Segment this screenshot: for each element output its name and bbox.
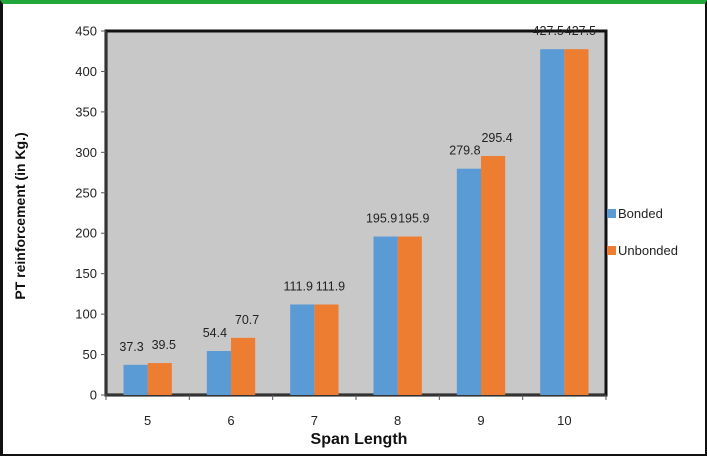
bar-unbonded (314, 304, 339, 395)
bar-chart: 0 50 100 150 200 250 300 350 400 450 5 6 7 8 9 10 37.3… (12, 24, 678, 449)
data-label: 70.7 (235, 313, 259, 327)
bar-unbonded (564, 49, 589, 395)
data-label: 295.4 (481, 131, 512, 145)
data-label: 427.5 (533, 24, 564, 38)
y-tick-label: 450 (75, 24, 97, 39)
y-axis-title: PT reinforcement (in Kg.) (12, 132, 28, 299)
data-label: 111.9 (284, 279, 313, 293)
legend: Bonded Unbonded (607, 206, 678, 258)
y-tick-label: 0 (90, 388, 97, 403)
x-tick-label: 8 (394, 413, 401, 428)
y-axis: 0 50 100 150 200 250 300 350 400 450 (75, 24, 107, 403)
y-tick-label: 100 (75, 307, 97, 322)
y-tick-label: 250 (75, 185, 97, 200)
y-tick-label: 50 (83, 347, 97, 362)
x-tick-label: 7 (311, 413, 318, 428)
bar-unbonded (481, 156, 506, 395)
data-label: 39.5 (152, 338, 176, 352)
y-tick-label: 350 (75, 104, 97, 119)
plot-area (104, 29, 608, 397)
bar-bonded (206, 350, 231, 395)
x-tick-label: 10 (557, 413, 571, 428)
x-axis-title: Span Length (311, 431, 408, 448)
x-tick-label: 9 (477, 413, 484, 428)
legend-swatch-unbonded (607, 246, 616, 255)
bar-bonded (123, 364, 148, 395)
x-tick-label: 6 (227, 413, 234, 428)
y-tick-label: 150 (75, 266, 97, 281)
data-labels: 37.3 54.4 111.9 195.9 279.8 427.5 39.5 70.7 111.… (119, 24, 596, 354)
data-label: 54.4 (203, 326, 227, 340)
legend-label-unbonded: Unbonded (618, 243, 678, 258)
legend-swatch-bonded (607, 209, 616, 218)
data-label: 195.9 (366, 212, 397, 226)
bar-bonded (373, 236, 398, 395)
data-label: 111.9 (316, 279, 345, 293)
x-axis: 5 6 7 8 9 10 (105, 394, 607, 428)
legend-label-bonded: Bonded (618, 206, 663, 221)
bar-unbonded (397, 236, 422, 395)
y-tick-label: 200 (75, 226, 97, 241)
bar-bonded (540, 49, 565, 395)
bars (123, 49, 589, 395)
bar-unbonded (147, 363, 172, 395)
data-label: 195.9 (398, 212, 429, 226)
data-label: 37.3 (119, 340, 143, 354)
data-label: 279.8 (449, 144, 480, 158)
data-label: 427.5 (565, 24, 596, 38)
y-tick-label: 400 (75, 64, 97, 79)
bar-bonded (290, 304, 315, 395)
bar-bonded (456, 168, 481, 395)
x-tick-label: 5 (144, 413, 151, 428)
bar-unbonded (231, 337, 256, 395)
y-tick-label: 300 (75, 145, 97, 160)
